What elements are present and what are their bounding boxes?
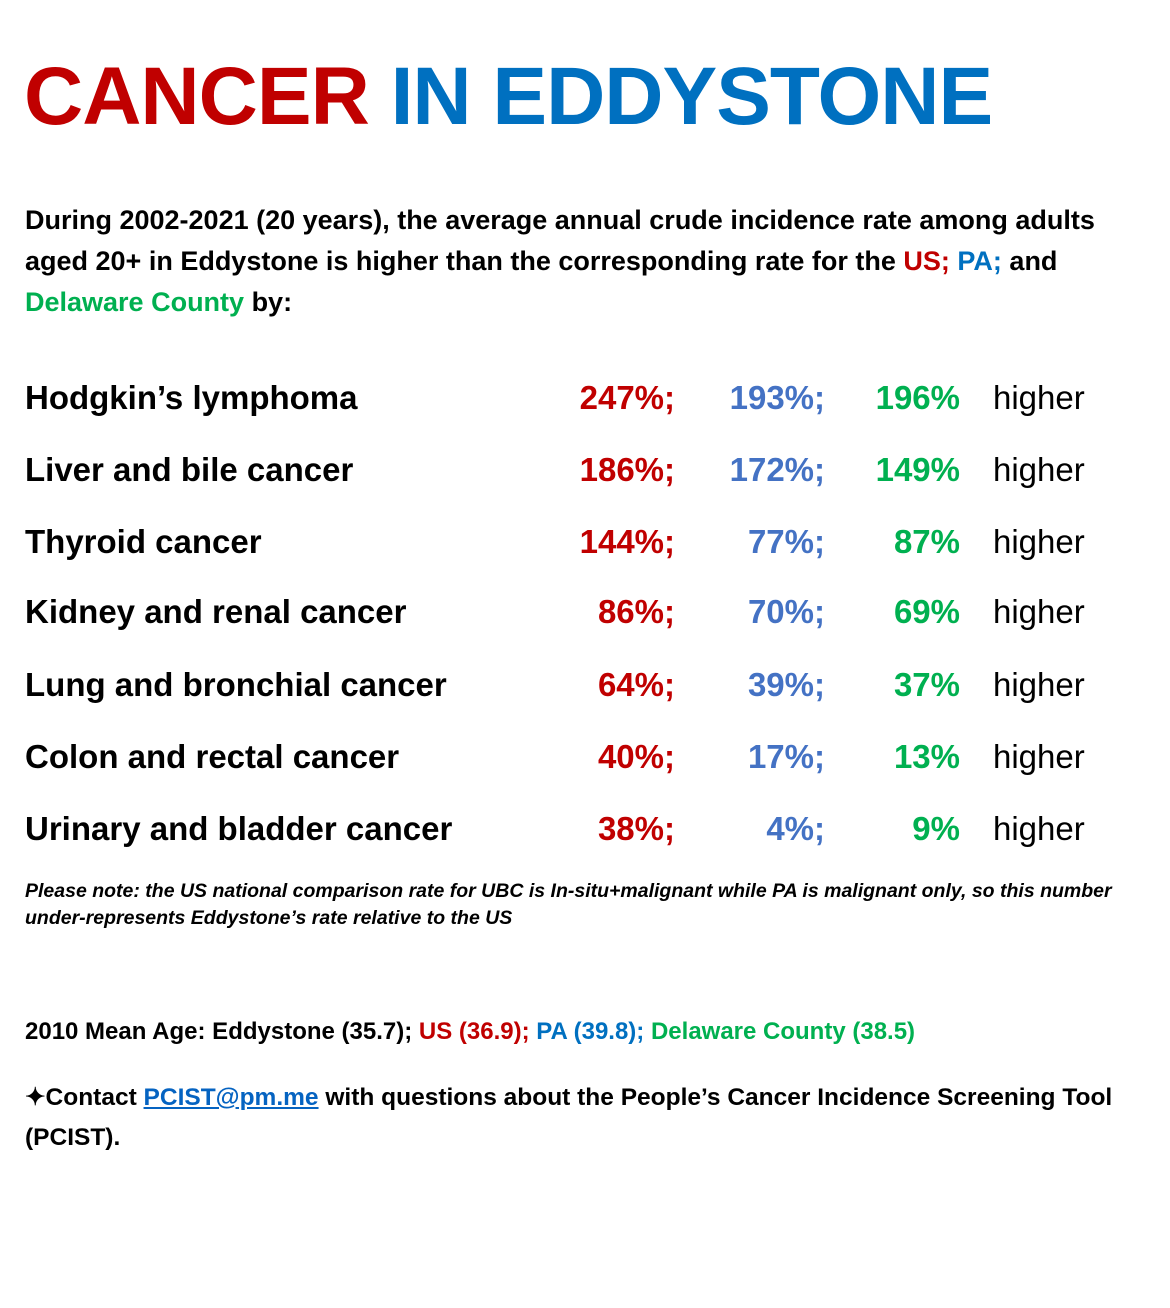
cancer-type-label: Hodgkin’s lymphoma — [25, 379, 358, 416]
email-link[interactable]: PCIST@pm.me — [143, 1084, 319, 1111]
intro-paragraph: During 2002-2021 (20 years), the average… — [25, 200, 1155, 323]
county-rate: 13% — [893, 738, 960, 775]
county-rate: 37% — [893, 666, 960, 703]
intro-pa: PA; — [957, 246, 1002, 276]
higher-label: higher — [993, 523, 1085, 560]
county-rate: 9% — [912, 810, 960, 847]
pa-rate: 39%; — [747, 666, 825, 703]
table-row: Thyroid cancer 144%; 77%; 87% higher — [25, 517, 1145, 567]
page-title: CANCER IN EDDYSTONE — [24, 50, 994, 144]
mean-age-county: Delaware County (38.5) — [644, 1018, 916, 1045]
cancer-type-label: Colon and rectal cancer — [25, 738, 400, 775]
table-row: Lung and bronchial cancer 64%; 39%; 37% high… — [25, 660, 1145, 710]
mean-age-us: US (36.9); — [418, 1018, 530, 1045]
pa-rate: 77%; — [747, 523, 825, 560]
us-rate: 64%; — [597, 666, 675, 703]
us-rate: 40%; — [597, 738, 675, 775]
cancer-type-label: Liver and bile cancer — [25, 451, 354, 488]
pa-rate: 70%; — [747, 593, 825, 630]
table-row: Kidney and renal cancer 86%; 70%; 69% higher — [25, 587, 1145, 637]
intro-and: and — [1001, 246, 1058, 276]
intro-county: Delaware County — [25, 287, 245, 317]
cancer-type-label: Lung and bronchial cancer — [25, 666, 447, 703]
contact-line: ✦Contact PCIST@pm.me with questions abou… — [25, 1078, 1145, 1158]
pa-rate: 172%; — [729, 451, 825, 488]
us-rate: 144%; — [579, 523, 675, 560]
title-eddystone: IN EDDYSTONE — [390, 51, 994, 142]
cancer-type-label: Urinary and bladder cancer — [25, 810, 453, 847]
contact-prefix: Contact — [45, 1084, 144, 1111]
table-row: Hodgkin’s lymphoma 247%; 193%; 196% higher — [25, 373, 1145, 423]
higher-label: higher — [993, 593, 1085, 630]
intro-us: US; — [903, 246, 950, 276]
cancer-type-label: Thyroid cancer — [25, 523, 262, 560]
higher-label: higher — [993, 451, 1085, 488]
higher-label: higher — [993, 379, 1085, 416]
mean-age-line: 2010 Mean Age: Eddystone (35.7); US (36.… — [25, 1018, 915, 1046]
county-rate: 149% — [875, 451, 960, 488]
contact-suffix: with questions about the People’s Cancer… — [25, 1084, 1113, 1151]
cancer-type-label: Kidney and renal cancer — [25, 593, 407, 630]
us-rate: 86%; — [597, 593, 675, 630]
us-rate: 38%; — [597, 810, 675, 847]
higher-label: higher — [993, 810, 1085, 847]
pa-rate: 17%; — [747, 738, 825, 775]
county-rate: 69% — [893, 593, 960, 630]
higher-label: higher — [993, 738, 1085, 775]
intro-by: by: — [244, 287, 293, 317]
us-rate: 186%; — [579, 451, 675, 488]
pa-rate: 4%; — [766, 810, 825, 847]
higher-label: higher — [993, 666, 1085, 703]
footnote: Please note: the US national comparison … — [25, 880, 1112, 929]
mean-age-pa: PA (39.8); — [529, 1018, 645, 1045]
intro-text: During 2002-2021 (20 years), the average… — [25, 205, 1095, 276]
table-row: Colon and rectal cancer 40%; 17%; 13% higher — [25, 732, 1145, 782]
county-rate: 196% — [875, 379, 960, 416]
table-row: Urinary and bladder cancer 38%; 4%; 9% highe… — [25, 804, 1145, 854]
star-icon: ✦ — [25, 1084, 46, 1111]
table-row: Liver and bile cancer 186%; 172%; 149% highe… — [25, 445, 1145, 495]
title-cancer: CANCER — [24, 51, 370, 142]
us-rate: 247%; — [579, 379, 675, 416]
mean-age-eddystone: 2010 Mean Age: Eddystone (35.7); — [25, 1018, 419, 1045]
pa-rate: 193%; — [729, 379, 825, 416]
county-rate: 87% — [893, 523, 960, 560]
